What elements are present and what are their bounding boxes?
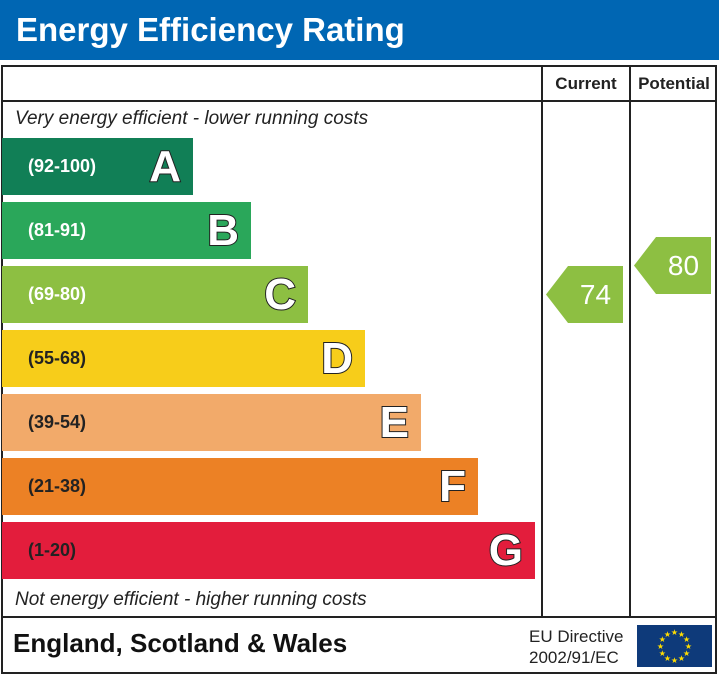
divider [1, 616, 717, 618]
band-bar-b: (81-91) B [2, 202, 251, 259]
column-header-potential: Potential [638, 74, 710, 93]
band-bar-c: (69-80) C [2, 266, 308, 323]
svg-text:★: ★ [659, 635, 666, 644]
band-letter: G [488, 525, 524, 576]
band-letter: C [263, 269, 297, 320]
divider [541, 65, 543, 618]
svg-text:★: ★ [659, 649, 666, 658]
band-range: (39-54) [28, 412, 87, 432]
band-letter: B [206, 205, 240, 256]
svg-text:★: ★ [664, 654, 671, 663]
band-range: (1-20) [28, 540, 77, 560]
region-label: England, Scotland & Wales [13, 628, 348, 658]
svg-text:★: ★ [683, 635, 690, 644]
svg-text:★: ★ [671, 628, 678, 637]
band-bar-a: (92-100) A [2, 138, 193, 195]
svg-text:★: ★ [664, 630, 671, 639]
eu-directive: EU Directive 2002/91/EC [529, 626, 623, 668]
column-header-current: Current [555, 74, 617, 93]
band-bar-f: (21-38) F [2, 458, 478, 515]
svg-text:★: ★ [678, 654, 685, 663]
svg-text:★: ★ [685, 642, 692, 651]
directive-line1: EU Directive [529, 627, 624, 646]
divider [1, 100, 717, 102]
band-bar-g: (1-20) G [2, 522, 535, 579]
band-range: (21-38) [28, 476, 87, 496]
eu-flag-icon: ★ ★★★★★★★★★★★ [637, 625, 712, 667]
potential-rating-value: 80 [667, 250, 700, 281]
band-bar-e: (39-54) E [2, 394, 421, 451]
band-letter: F [438, 461, 467, 512]
band-range: (92-100) [28, 156, 97, 176]
svg-text:★: ★ [678, 630, 685, 639]
band-letter: D [320, 333, 354, 384]
svg-text:★: ★ [657, 642, 664, 651]
band-letter: A [148, 141, 182, 192]
band-range: (81-91) [28, 220, 87, 240]
band-letter: E [379, 397, 410, 448]
svg-text:★: ★ [683, 649, 690, 658]
svg-text:★: ★ [671, 656, 678, 665]
divider [629, 65, 631, 618]
page-title: Energy Efficiency Rating [0, 0, 719, 60]
band-bar-d: (55-68) D [2, 330, 365, 387]
current-rating-value: 74 [579, 279, 612, 310]
top-note: Very energy efficient - lower running co… [15, 108, 369, 129]
band-range: (55-68) [28, 348, 87, 368]
bottom-note: Not energy efficient - higher running co… [15, 589, 367, 610]
directive-line2: 2002/91/EC [529, 648, 619, 667]
band-range: (69-80) [28, 284, 87, 304]
